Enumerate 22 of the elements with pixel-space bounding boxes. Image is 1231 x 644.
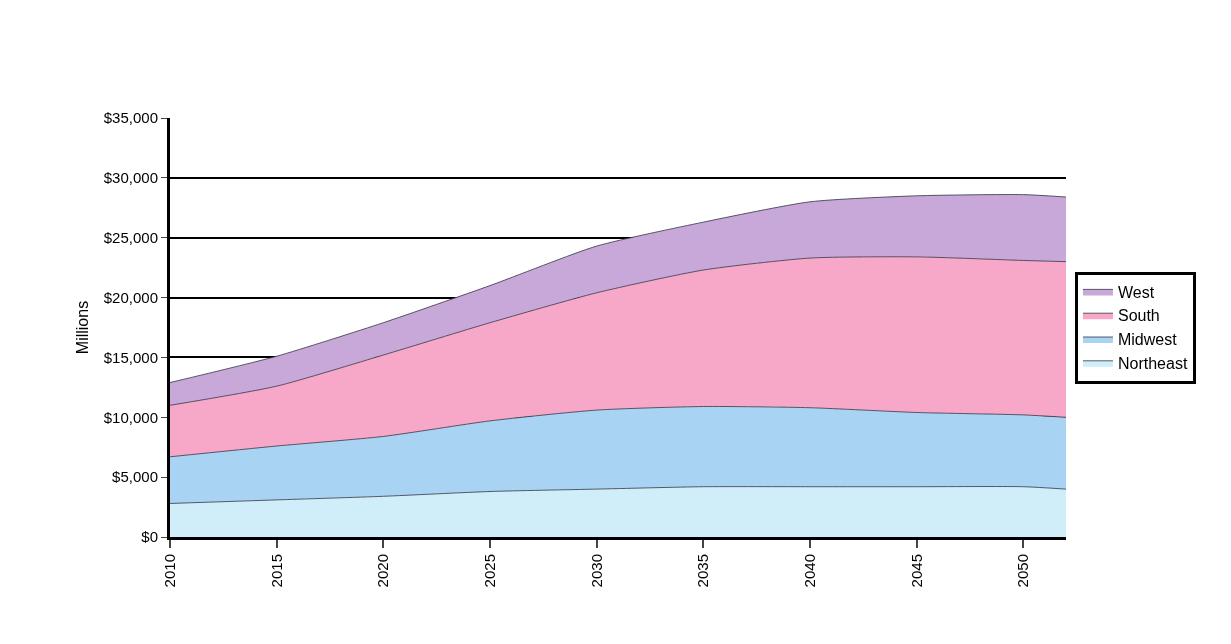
x-tick-label: 2025: [480, 554, 498, 588]
x-tick-label: 2035: [694, 554, 712, 588]
legend-label: West: [1117, 283, 1155, 301]
y-axis-title: Millions: [73, 300, 91, 355]
legend-label: Northeast: [1117, 355, 1188, 373]
legend-label: South: [1117, 307, 1160, 325]
y-tick-label: $30,000: [103, 169, 158, 187]
x-tick-label: 2050: [1014, 554, 1032, 588]
y-tick-label: $5,000: [112, 468, 158, 486]
x-tick-label: 2010: [160, 554, 178, 588]
y-tick-label: $10,000: [103, 408, 158, 426]
y-tick-label: $25,000: [103, 228, 158, 246]
x-tick-label: 2045: [907, 554, 925, 588]
legend-label: Midwest: [1117, 331, 1178, 349]
y-tick-label: $15,000: [103, 348, 158, 366]
x-tick-label: 2040: [800, 554, 818, 588]
y-tick-label: $20,000: [103, 288, 158, 306]
x-tick-label: 2015: [267, 554, 285, 588]
y-tick-label: $0: [141, 528, 158, 546]
y-tick-label: $35,000: [103, 109, 158, 127]
x-tick-label: 2020: [374, 554, 392, 588]
x-tick-label: 2030: [587, 554, 605, 588]
